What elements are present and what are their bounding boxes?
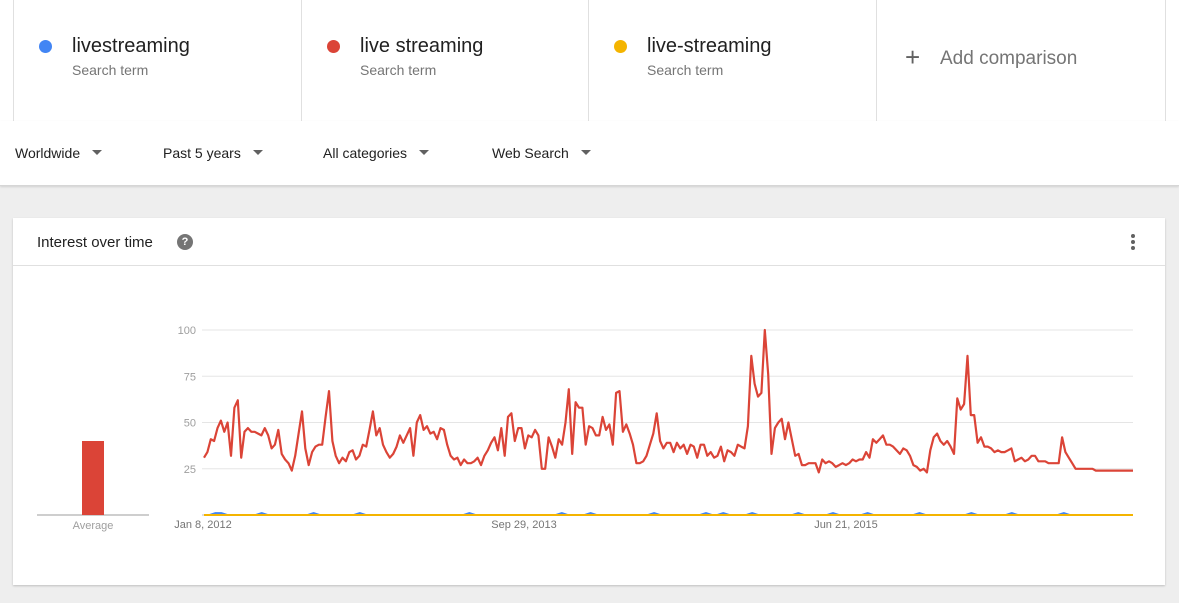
series-line-live-streaming: [203, 328, 1133, 474]
series-color-dot: [39, 40, 52, 53]
card-title: Interest over time: [37, 234, 153, 251]
more-vert-icon[interactable]: [1129, 234, 1137, 251]
average-label: Average: [73, 520, 114, 532]
term-subtitle: Search term: [647, 62, 724, 78]
filter-bar: Worldwide Past 5 years All categories We…: [0, 121, 1179, 186]
series-color-dot: [327, 40, 340, 53]
search-type-value: Web Search: [492, 145, 569, 161]
y-tick-label: 100: [178, 325, 196, 337]
x-tick-label: Jan 8, 2012: [174, 519, 232, 531]
search-type-dropdown[interactable]: Web Search: [492, 145, 591, 161]
dropdown-arrow-icon: [252, 149, 263, 155]
term-subtitle: Search term: [360, 62, 437, 78]
series-color-dot: [614, 40, 627, 53]
y-tick-label: 50: [184, 418, 196, 430]
card-header: Interest over time ?: [13, 218, 1165, 266]
y-tick-label: 75: [184, 371, 196, 383]
term-name[interactable]: livestreaming: [72, 35, 190, 57]
search-terms-bar: livestreaming Search term live streaming…: [0, 0, 1179, 122]
time-range-value: Past 5 years: [163, 145, 241, 161]
term-name[interactable]: live streaming: [360, 35, 484, 57]
region-value: Worldwide: [15, 145, 81, 161]
help-icon[interactable]: ?: [177, 234, 193, 250]
term-card-livestreaming[interactable]: livestreaming Search term: [13, 0, 302, 121]
category-dropdown[interactable]: All categories: [323, 145, 430, 161]
category-value: All categories: [323, 145, 408, 161]
term-subtitle: Search term: [72, 62, 149, 78]
x-tick-label: Jun 21, 2015: [814, 519, 878, 531]
time-range-dropdown[interactable]: Past 5 years: [163, 145, 263, 161]
average-bar: [82, 441, 104, 515]
y-tick-label: 25: [184, 464, 196, 476]
term-card-live-streaming[interactable]: live streaming Search term: [301, 0, 589, 121]
add-comparison-label: Add comparison: [940, 48, 1078, 69]
interest-over-time-card: Interest over time ? 25 50 75 100 Jan 8, 201…: [13, 218, 1165, 585]
plus-icon: +: [905, 42, 921, 72]
add-comparison-button[interactable]: + Add comparison: [876, 0, 1166, 121]
dropdown-arrow-icon: [92, 149, 103, 155]
x-tick-label: Sep 29, 2013: [491, 519, 556, 531]
term-name[interactable]: live-streaming: [647, 35, 772, 57]
interest-chart: 25 50 75 100 Jan 8, 2012 Sep 29, 2013 Jun 21, …: [37, 325, 1133, 532]
dropdown-arrow-icon: [419, 149, 430, 155]
region-dropdown[interactable]: Worldwide: [15, 145, 103, 161]
term-card-live-hyphen-streaming[interactable]: live-streaming Search term: [588, 0, 877, 121]
dropdown-arrow-icon: [580, 149, 591, 155]
